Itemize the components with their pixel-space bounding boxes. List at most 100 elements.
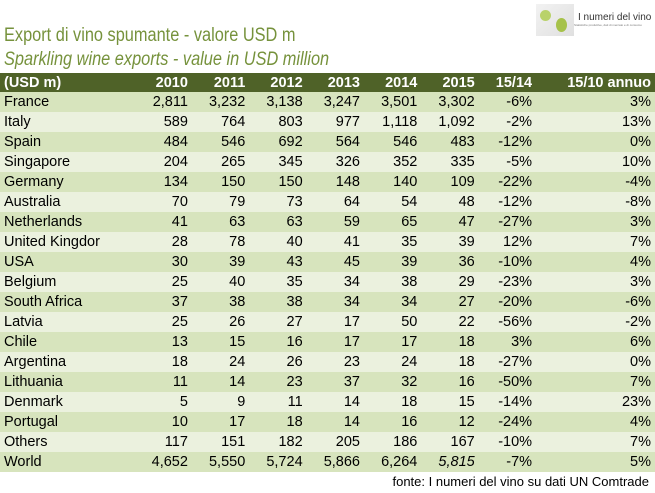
export-table: (USD m) 2010 2011 2012 2013 2014 2015 15/14 15/1… <box>0 73 655 472</box>
value-cell: 29 <box>421 272 479 292</box>
value-cell: 18 <box>249 412 307 432</box>
logo: I numeri del vino Statistiche produttive… <box>536 2 655 38</box>
value-cell: 37 <box>134 292 192 312</box>
value-cell: 15 <box>421 392 479 412</box>
value-cell: 265 <box>191 152 250 172</box>
value-cell: 151 <box>191 432 250 452</box>
value-cell: 186 <box>364 432 422 452</box>
table-row: Belgium 25 40 35 34 38 29 -23% 3% <box>0 272 655 292</box>
column-header: 2014 <box>364 73 422 92</box>
table-row: Chile 13 15 16 17 17 18 3% 6% <box>0 332 655 352</box>
value-cell: 17 <box>306 312 364 332</box>
value-cell: 205 <box>306 432 364 452</box>
value-cell: 13% <box>536 112 655 132</box>
country-cell: Germany <box>0 172 135 192</box>
value-cell: 78 <box>191 232 250 252</box>
value-cell: 59 <box>306 212 364 232</box>
value-cell: 977 <box>306 112 364 132</box>
value-cell: 5,724 <box>249 452 307 472</box>
value-cell: 352 <box>364 152 422 172</box>
country-cell: USA <box>0 252 135 272</box>
value-cell: 7% <box>536 372 655 392</box>
value-cell: 5 <box>134 392 192 412</box>
value-cell: 79 <box>191 192 250 212</box>
value-cell: 7% <box>536 232 655 252</box>
column-header: 2012 <box>249 73 307 92</box>
country-cell: Singapore <box>0 152 135 172</box>
value-cell: 23 <box>306 352 364 372</box>
value-cell: 6% <box>536 332 655 352</box>
page-subtitle: Sparkling wine exports - value in USD mi… <box>4 49 330 70</box>
value-cell: 764 <box>191 112 250 132</box>
table-row: France 2,811 3,232 3,138 3,247 3,501 3,302 -6% 3… <box>0 92 655 112</box>
country-cell: Argentina <box>0 352 135 372</box>
value-cell: -56% <box>478 312 537 332</box>
value-cell: 35 <box>364 232 422 252</box>
country-cell: Italy <box>0 112 135 132</box>
value-cell: 1,118 <box>364 112 422 132</box>
table-row: Italy 589 764 803 977 1,118 1,092 -2% 13% <box>0 112 655 132</box>
table-row: Lithuania 11 14 23 37 32 16 -50% 7% <box>0 372 655 392</box>
value-cell: 3% <box>478 332 537 352</box>
country-cell: Portugal <box>0 412 135 432</box>
country-cell: Belgium <box>0 272 135 292</box>
column-header: 15/14 <box>478 73 537 92</box>
value-cell: 2,811 <box>134 92 192 112</box>
value-cell: 5,550 <box>191 452 250 472</box>
value-cell: 692 <box>249 132 307 152</box>
value-cell: -50% <box>478 372 537 392</box>
value-cell: 22 <box>421 312 479 332</box>
value-cell: 345 <box>249 152 307 172</box>
value-cell: 70 <box>134 192 192 212</box>
value-cell: 25 <box>134 272 192 292</box>
value-cell: 18 <box>421 332 479 352</box>
table-row: Portugal 10 17 18 14 16 12 -24% 4% <box>0 412 655 432</box>
value-cell: 50 <box>364 312 422 332</box>
logo-name: I numeri del vino <box>578 12 652 23</box>
table-row: Others 117 151 182 205 186 167 -10% 7% <box>0 432 655 452</box>
table-row: Australia 70 79 73 64 54 48 -12% -8% <box>0 192 655 212</box>
value-cell: 34 <box>306 272 364 292</box>
value-cell: 54 <box>364 192 422 212</box>
value-cell: 150 <box>249 172 307 192</box>
grape-percent-icon <box>536 4 574 36</box>
value-cell: 65 <box>364 212 422 232</box>
value-cell: 150 <box>191 172 250 192</box>
table-row: United Kingdor 28 78 40 41 35 39 12% 7% <box>0 232 655 252</box>
value-cell: 11 <box>249 392 307 412</box>
value-cell: -23% <box>478 272 537 292</box>
value-cell: -24% <box>478 412 537 432</box>
value-cell: 16 <box>364 412 422 432</box>
value-cell: 38 <box>364 272 422 292</box>
value-cell: 167 <box>421 432 479 452</box>
country-cell: World <box>0 452 135 472</box>
table-row: South Africa 37 38 38 34 34 27 -20% -6% <box>0 292 655 312</box>
column-header: 2011 <box>191 73 250 92</box>
value-cell: 27 <box>249 312 307 332</box>
value-cell: 5% <box>536 452 655 472</box>
table-row: USA 30 39 43 45 39 36 -10% 4% <box>0 252 655 272</box>
value-cell: 0% <box>536 352 655 372</box>
value-cell: -8% <box>536 192 655 212</box>
value-cell: 26 <box>191 312 250 332</box>
value-cell: 7% <box>536 432 655 452</box>
value-cell: 24 <box>364 352 422 372</box>
country-cell: Netherlands <box>0 212 135 232</box>
value-cell: 26 <box>249 352 307 372</box>
country-cell: Denmark <box>0 392 135 412</box>
value-cell: 15 <box>191 332 250 352</box>
value-cell: 41 <box>134 212 192 232</box>
value-cell: 12% <box>478 232 537 252</box>
value-cell: 64 <box>306 192 364 212</box>
value-cell: 3,138 <box>249 92 307 112</box>
value-cell: 13 <box>134 332 192 352</box>
source-note: fonte: I numeri del vino su dati UN Comt… <box>392 474 649 489</box>
value-cell: 148 <box>306 172 364 192</box>
page-title: Export di vino spumante - valore USD m <box>4 25 296 46</box>
value-cell: 564 <box>306 132 364 152</box>
value-cell: 63 <box>249 212 307 232</box>
value-cell: 109 <box>421 172 479 192</box>
value-cell: 17 <box>364 332 422 352</box>
value-cell: 17 <box>191 412 250 432</box>
value-cell: 6,264 <box>364 452 422 472</box>
